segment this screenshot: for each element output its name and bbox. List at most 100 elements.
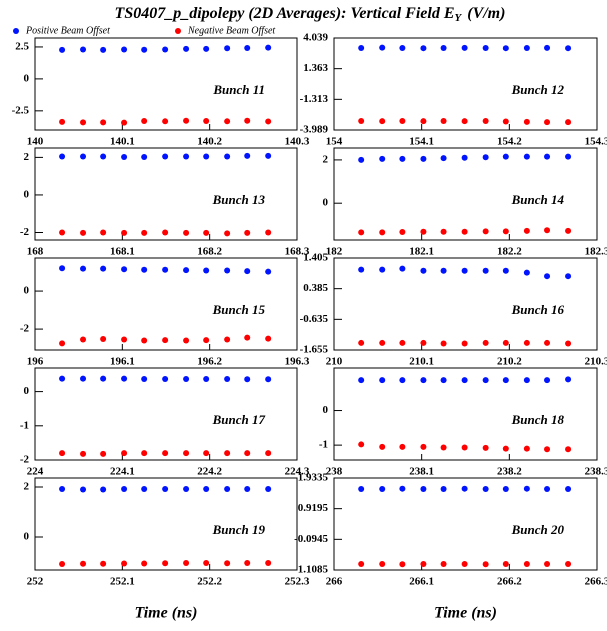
- data-point: [420, 339, 427, 346]
- data-point: [224, 118, 231, 125]
- data-point: [440, 444, 447, 451]
- plot-frame: [333, 147, 598, 241]
- data-point: [523, 118, 530, 125]
- x-tick-label: 252.1: [110, 576, 135, 588]
- data-point: [59, 375, 66, 382]
- x-tick-label: 210: [326, 356, 343, 368]
- data-point: [379, 155, 386, 162]
- plot-frame: [333, 37, 598, 131]
- data-point: [379, 44, 386, 51]
- data-point: [440, 340, 447, 347]
- data-point: [80, 486, 87, 493]
- data-point: [224, 375, 231, 382]
- data-point: [121, 46, 128, 53]
- data-point: [121, 119, 128, 126]
- data-point: [121, 154, 128, 161]
- x-tick-label: 168.1: [110, 246, 135, 258]
- x-tick-label: 154.3: [585, 136, 607, 148]
- data-point: [440, 228, 447, 235]
- data-point: [265, 229, 272, 236]
- data-point: [100, 375, 107, 382]
- data-point: [544, 560, 551, 567]
- data-point: [59, 340, 66, 347]
- data-point: [523, 227, 530, 234]
- data-point: [523, 339, 530, 346]
- data-point: [440, 377, 447, 384]
- data-point: [399, 155, 406, 162]
- x-tick-label: 252.2: [197, 576, 222, 588]
- data-point: [265, 486, 272, 492]
- y-tick-label: 0.385: [303, 282, 328, 294]
- bunch-label: Bunch 16: [511, 302, 565, 317]
- data-point: [565, 446, 572, 453]
- data-point: [379, 443, 386, 450]
- data-point: [399, 265, 406, 272]
- data-point: [265, 335, 272, 342]
- data-point: [100, 335, 107, 342]
- data-point: [420, 377, 427, 384]
- legend-label: Positive Beam Offset: [25, 25, 110, 36]
- plot-frame: [34, 477, 298, 571]
- data-point: [379, 229, 386, 236]
- data-point: [482, 117, 489, 124]
- x-axis-label: Time (ns): [135, 605, 198, 622]
- data-point: [80, 265, 87, 272]
- data-point: [162, 560, 169, 567]
- data-point: [80, 450, 87, 457]
- y-tick-label: 1.9335: [298, 472, 329, 484]
- data-point: [565, 376, 572, 383]
- data-point: [399, 443, 406, 450]
- data-point: [121, 266, 128, 273]
- data-point: [224, 560, 231, 567]
- data-point: [461, 118, 468, 125]
- data-point: [183, 486, 190, 492]
- data-point: [244, 117, 251, 124]
- data-point: [482, 154, 489, 161]
- data-point: [244, 334, 251, 341]
- data-point: [523, 44, 530, 51]
- plot-frame: [34, 257, 298, 351]
- data-point: [461, 485, 468, 492]
- data-point: [544, 339, 551, 346]
- data-point: [482, 44, 489, 51]
- data-point: [224, 45, 231, 52]
- data-point: [544, 119, 551, 126]
- data-point: [244, 44, 251, 51]
- data-point: [244, 268, 251, 275]
- data-point: [358, 156, 365, 163]
- data-point: [183, 45, 190, 52]
- data-point: [121, 450, 128, 457]
- data-point: [121, 336, 128, 343]
- bunch-label: Bunch 14: [511, 192, 565, 207]
- x-tick-label: 154.2: [497, 136, 522, 148]
- data-point: [565, 485, 572, 492]
- x-tick-label: 196: [27, 356, 44, 368]
- data-point: [244, 229, 251, 236]
- y-tick-label: -1.655: [300, 344, 329, 356]
- x-tick-label: 154: [326, 136, 343, 148]
- data-point: [80, 153, 87, 160]
- y-tick-label: -2: [20, 323, 30, 335]
- data-point: [482, 267, 489, 274]
- plot-frame: [333, 367, 598, 461]
- x-tick-label: 210.3: [585, 356, 607, 368]
- plot-frame: [333, 477, 598, 571]
- bunch-label: Bunch 20: [511, 522, 565, 537]
- x-tick-label: 266: [326, 576, 343, 588]
- data-point: [183, 560, 190, 566]
- y-tick-label: 0: [24, 285, 30, 297]
- data-point: [141, 118, 148, 125]
- plot-frame: [333, 257, 598, 351]
- data-point: [183, 337, 190, 344]
- x-tick-label: 210.1: [409, 356, 434, 368]
- x-tick-label: 154.1: [409, 136, 434, 148]
- data-point: [265, 560, 272, 566]
- data-point: [59, 561, 66, 567]
- data-point: [224, 450, 231, 457]
- data-point: [203, 118, 210, 125]
- data-point: [523, 485, 530, 492]
- data-point: [399, 339, 406, 346]
- data-point: [203, 450, 210, 457]
- data-point: [244, 450, 251, 457]
- data-point: [502, 118, 509, 125]
